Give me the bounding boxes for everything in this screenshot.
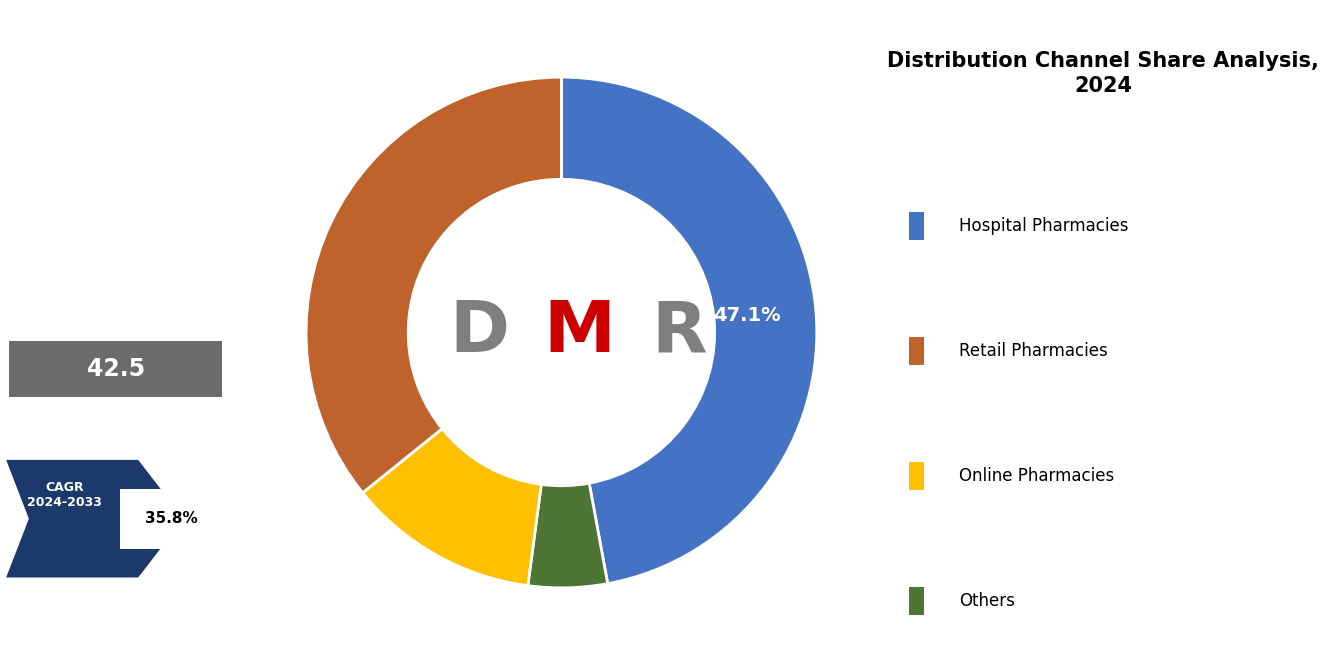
- FancyBboxPatch shape: [909, 337, 923, 365]
- Wedge shape: [561, 77, 816, 584]
- Wedge shape: [306, 77, 561, 493]
- Text: D: D: [449, 298, 510, 367]
- FancyBboxPatch shape: [909, 212, 923, 240]
- Polygon shape: [5, 459, 185, 579]
- Text: Online Pharmacies: Online Pharmacies: [959, 467, 1115, 485]
- Text: Global Senolytic
Drugs Market Size
(USD Million), 2024: Global Senolytic Drugs Market Size (USD …: [36, 255, 196, 310]
- FancyBboxPatch shape: [120, 489, 222, 549]
- Text: 47.1%: 47.1%: [713, 306, 781, 325]
- Text: Retail Pharmacies: Retail Pharmacies: [959, 342, 1108, 360]
- Text: Others: Others: [959, 593, 1015, 610]
- FancyBboxPatch shape: [909, 587, 923, 615]
- FancyBboxPatch shape: [909, 462, 923, 490]
- Text: Distribution Channel Share Analysis,
2024: Distribution Channel Share Analysis, 202…: [888, 51, 1318, 96]
- Text: M: M: [543, 298, 616, 367]
- Text: 35.8%: 35.8%: [145, 511, 197, 526]
- Text: Dimension
Market
Research: Dimension Market Research: [41, 89, 190, 177]
- Text: CAGR
2024-2033: CAGR 2024-2033: [28, 481, 102, 509]
- Text: 42.5: 42.5: [86, 357, 145, 381]
- Wedge shape: [363, 429, 542, 586]
- Text: Hospital Pharmacies: Hospital Pharmacies: [959, 217, 1129, 235]
- FancyBboxPatch shape: [9, 340, 222, 397]
- Text: R: R: [651, 298, 707, 367]
- Wedge shape: [528, 483, 608, 588]
